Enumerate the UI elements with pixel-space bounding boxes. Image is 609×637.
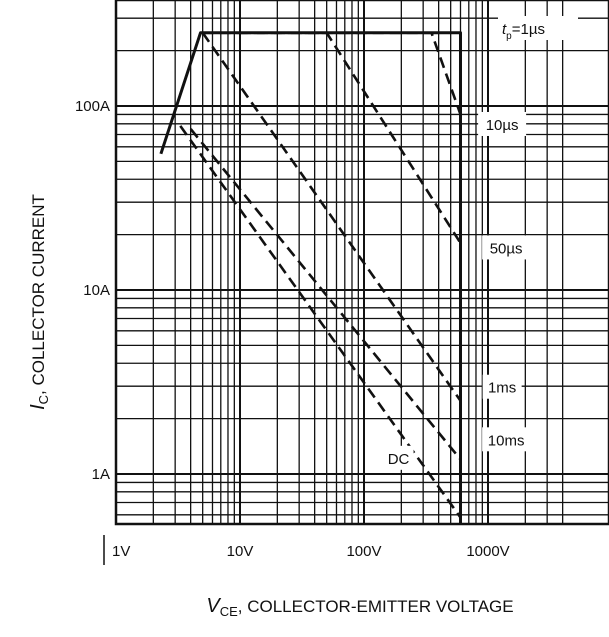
x-tick-label: 100V (346, 543, 381, 560)
y-tick-label: 1A (92, 466, 110, 483)
curve-label-bg (498, 16, 578, 40)
curve-label-10ms: 10ms (488, 432, 525, 449)
y-tick-label: 100A (75, 98, 110, 115)
curve-label-dc: DC (388, 451, 410, 468)
plot-border (114, 0, 609, 526)
y-axis-label: IC, COLLECTOR CURRENT (27, 194, 51, 410)
series-line-1ms (189, 128, 462, 461)
series-line-50-s (201, 32, 462, 402)
x-tick-label: 1000V (466, 543, 509, 560)
curve-label-bg (383, 445, 414, 470)
series-line-dc (159, 31, 462, 524)
curve-label-tp: tp=1µs (502, 21, 545, 42)
series-line-10-s (240, 31, 462, 244)
curve-label-bg (482, 235, 531, 260)
curve-label-50-s: 50µs (490, 240, 523, 257)
curve-label-1ms: 1ms (488, 380, 516, 397)
y-tick-label: 10A (83, 282, 110, 299)
curve-label-bg (478, 111, 527, 136)
x-tick-label: 10V (227, 543, 254, 560)
series-group (159, 31, 462, 524)
series-line-10ms (179, 125, 462, 519)
plot-area: tp=1µs 10µs 50µs 1ms 10ms DC (114, 0, 609, 526)
series-line-tp-1-s (202, 31, 462, 115)
curve-label-10-s: 10µs (486, 117, 519, 134)
curve-label-bg (482, 374, 522, 399)
curve-label-bg (482, 427, 531, 452)
x-axis-label: VCE, COLLECTOR-EMITTER VOLTAGE (206, 595, 513, 619)
x-tick-label: 1V (112, 543, 130, 560)
